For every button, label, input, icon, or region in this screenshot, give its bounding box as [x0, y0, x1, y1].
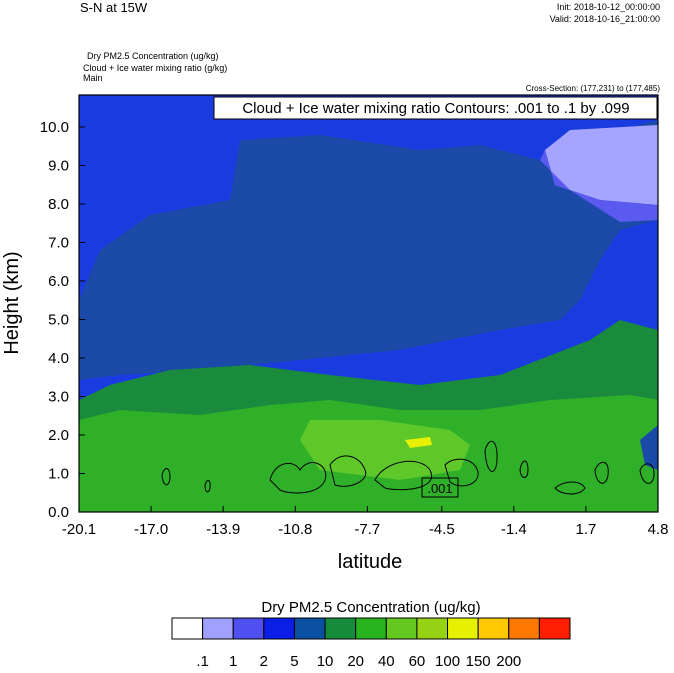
field: Cloud + Ice water mixing ratio (g/kg) [83, 63, 227, 73]
colorbar-label: 40 [378, 653, 395, 668]
x-tick-label: -1.4 [501, 521, 527, 538]
plot-frame [78, 94, 659, 513]
field: Main [83, 73, 103, 83]
x-tick-label: -10.8 [278, 521, 312, 538]
x-tick-label: -4.5 [429, 521, 455, 538]
x-tick-label: -17.0 [134, 521, 168, 538]
colorbar-box [171, 617, 204, 640]
colorbar-label: 10 [317, 653, 334, 668]
init: Init: 2018-10-12_00:00:00 [557, 2, 660, 12]
y-tick-label: 5.0 [48, 311, 69, 328]
colorbar-box [538, 617, 571, 640]
contour-label: .001 [427, 481, 452, 496]
colorbar-box [416, 617, 449, 640]
x-tick-label: 4.8 [648, 521, 669, 538]
y-tick-label: 8.0 [48, 196, 69, 213]
colorbar-box [447, 617, 479, 640]
y-axis-label: Height (km) [1, 251, 23, 354]
y-tick-label: 9.0 [48, 157, 69, 174]
y-tick-label: 2.0 [48, 427, 69, 444]
colorbar-box [293, 617, 326, 640]
colorbar-label: 1 [229, 653, 237, 668]
x-axis-label: latitude [338, 551, 403, 573]
colorbar-label: 2 [260, 653, 268, 668]
field-fill [79, 95, 658, 512]
colorbar-box [477, 617, 510, 640]
x-tick-label: -20.1 [62, 521, 96, 538]
y-tick-label: 4.0 [48, 350, 69, 367]
title: S-N at 15W [80, 0, 148, 15]
y-tick-label: 3.0 [48, 388, 69, 405]
x-tick-label: -13.9 [206, 521, 240, 538]
colorbar-title: Dry PM2.5 Concentration (ug/kg) [261, 599, 480, 616]
colorbar-label: 100 [435, 653, 460, 668]
contours [161, 440, 655, 495]
colorbar-box [324, 617, 357, 640]
colorbar-box [508, 617, 540, 640]
colorbar-label: 200 [496, 653, 521, 668]
colorbar-label: .1 [196, 653, 209, 668]
colorbar-label: 150 [466, 653, 491, 668]
x-tick-label: -7.7 [354, 521, 380, 538]
y-tick-label: 0.0 [48, 504, 69, 521]
contour-info-box [213, 96, 658, 120]
valid: Valid: 2018-10-16_21:00:00 [550, 14, 660, 24]
field: Dry PM2.5 Concentration (ug/kg) [87, 51, 219, 61]
y-tick-label: 10.0 [40, 119, 69, 136]
y-tick-label: 6.0 [48, 273, 69, 290]
colorbar-box [385, 617, 418, 640]
colorbar-box [355, 617, 387, 640]
colorbar-box [232, 617, 265, 640]
cross-section: Cross-Section: (177,231) to (177,485) [526, 84, 661, 93]
x-tick-label: 1.7 [575, 521, 596, 538]
y-tick-label: 1.0 [48, 465, 69, 482]
chart-title: Cloud + Ice water mixing ratio Contours:… [242, 100, 629, 117]
colorbar-label: 60 [409, 653, 426, 668]
colorbar-label: 5 [290, 653, 298, 668]
y-tick-label: 7.0 [48, 234, 69, 251]
colorbar-box [263, 617, 295, 640]
contour-label-box [421, 477, 459, 498]
colorbar-label: 20 [347, 653, 364, 668]
colorbar-box [202, 617, 234, 640]
